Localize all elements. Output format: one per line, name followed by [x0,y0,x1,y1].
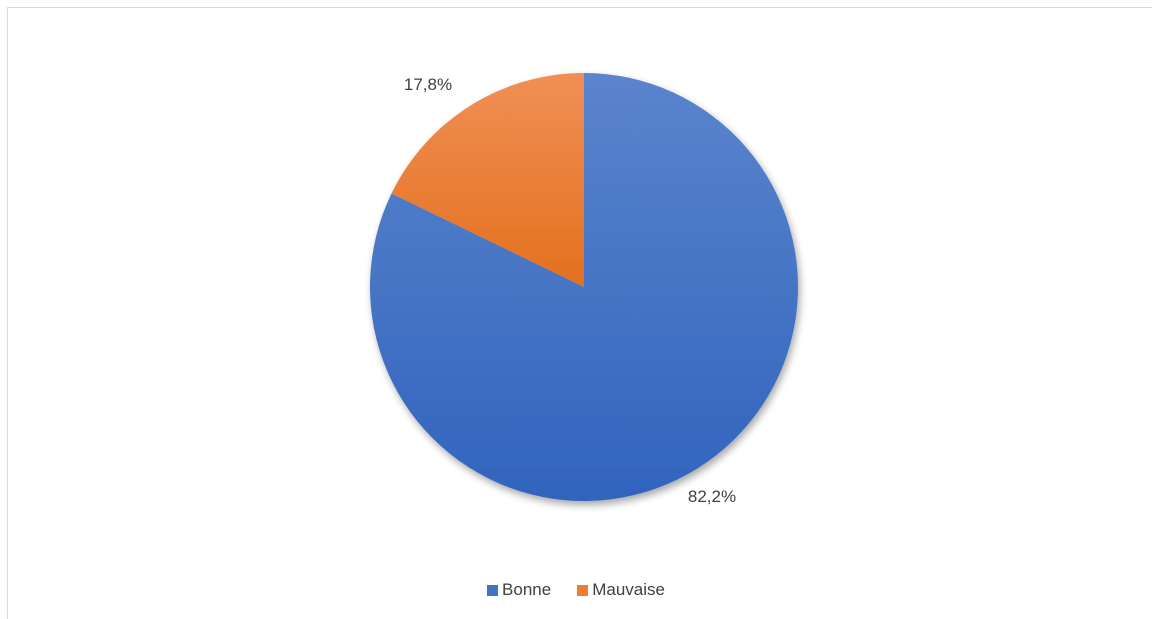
data-label-bonne: 82,2% [688,487,736,506]
legend-swatch-bonne [487,584,499,596]
legend-item-bonne: Bonne [487,580,551,600]
legend-label-mauvaise: Mauvaise [592,580,665,599]
data-label-mauvaise: 17,8% [404,75,452,94]
legend: Bonne Mauvaise [0,580,1152,600]
pie-slice-mauvaise [391,72,584,288]
legend-label-bonne: Bonne [502,580,552,599]
legend-swatch-mauvaise [577,584,589,596]
legend-item-mauvaise: Mauvaise [577,580,665,600]
